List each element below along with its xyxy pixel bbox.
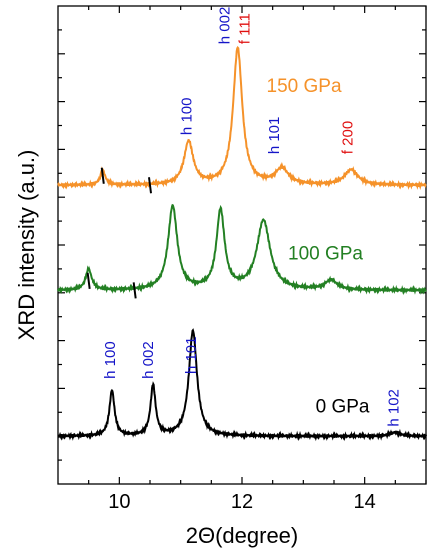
peak-marker xyxy=(148,177,152,194)
x-tick-label: 12 xyxy=(231,491,253,513)
series-lines xyxy=(57,45,427,442)
peak-annotation: h 002 xyxy=(140,341,157,379)
peak-markers xyxy=(86,167,152,299)
x-axis-label: 2Θ(degree) xyxy=(186,523,299,548)
peak-annotation: h 101 xyxy=(183,337,200,375)
peak-annotation: f 111 xyxy=(236,13,253,44)
peak-annotation: f 200 xyxy=(339,121,356,154)
peak-annotation: h 002 xyxy=(217,7,234,45)
peak-annotation: h 100 xyxy=(179,98,196,136)
plot-frame xyxy=(57,5,427,485)
series-line-100-gpa xyxy=(57,203,427,296)
series-name-label: 0 GPa xyxy=(316,396,370,417)
series-line-0-gpa xyxy=(57,328,427,442)
peak-marker xyxy=(100,167,105,184)
peak-annotation: h 102 xyxy=(385,389,402,427)
series-name-label: 100 GPa xyxy=(288,243,363,264)
series-name-label: 150 GPa xyxy=(267,76,342,97)
series-line-150-gpa xyxy=(57,45,427,191)
peak-annotation: h 101 xyxy=(266,117,283,155)
axis-ticks xyxy=(58,6,427,484)
x-tick-label: 14 xyxy=(354,491,376,513)
peak-annotation: h 100 xyxy=(102,341,119,379)
x-tick-labels: 10 12 14 xyxy=(108,491,376,513)
peak-marker xyxy=(132,282,137,299)
x-tick-label: 10 xyxy=(108,491,130,513)
series-labels: 150 GPa 100 GPa 0 GPa xyxy=(267,76,370,417)
y-axis-label: XRD intensity (a.u.) xyxy=(14,150,39,341)
plot-border xyxy=(57,5,427,485)
peak-marker xyxy=(86,272,91,289)
